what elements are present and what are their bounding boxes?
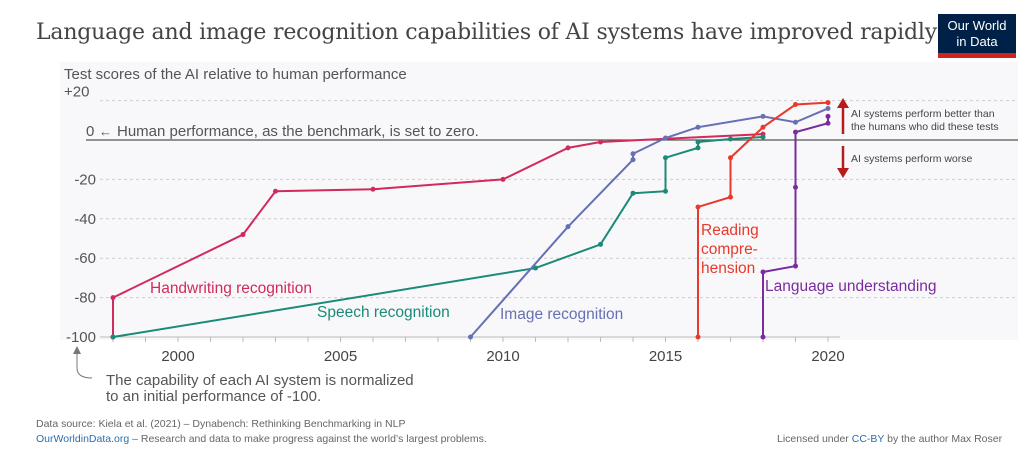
data-point xyxy=(825,105,831,111)
series-label: Language understanding xyxy=(765,278,937,295)
data-point xyxy=(760,124,766,130)
source-note: Data source: Kiela et al. (2021) – Dynab… xyxy=(36,418,406,430)
data-point xyxy=(760,334,766,340)
down-arrow-head xyxy=(837,168,849,178)
data-point xyxy=(760,113,766,119)
data-point xyxy=(630,151,636,157)
logo-bar xyxy=(938,53,1016,58)
data-point xyxy=(565,145,571,151)
owid-link[interactable]: OurWorldinData.org xyxy=(36,433,130,445)
x-tick-label: 2015 xyxy=(649,348,682,365)
data-point xyxy=(728,155,733,161)
data-point xyxy=(793,102,798,108)
data-point xyxy=(630,157,636,163)
y-tick-label: -60 xyxy=(74,250,96,267)
left-arrow-icon: ← xyxy=(99,124,112,139)
y-tick-label: -80 xyxy=(74,290,96,307)
series-label: Handwriting recognition xyxy=(150,280,312,297)
data-point xyxy=(793,129,798,135)
up-arrow-icon xyxy=(73,346,81,354)
data-point xyxy=(825,100,831,106)
data-point xyxy=(760,134,766,140)
data-point xyxy=(695,139,701,145)
logo-line-2: in Data xyxy=(956,34,998,49)
series-label: Speech recognition xyxy=(317,304,450,321)
data-point xyxy=(110,334,116,340)
data-point xyxy=(630,190,636,196)
data-point xyxy=(695,334,701,340)
x-tick-label: 2000 xyxy=(161,348,194,365)
y-tick-label: +20 xyxy=(64,84,89,101)
bottom-annotation: to an initial performance of -100. xyxy=(106,388,321,405)
logo-line-1: Our World xyxy=(947,18,1007,33)
series-line xyxy=(112,136,764,338)
bottom-annotation: The capability of each AI system is norm… xyxy=(106,372,414,389)
owid-logo[interactable]: Our World in Data xyxy=(938,14,1016,58)
better-annotation: the humans who did these tests xyxy=(851,121,999,133)
series-label: hension xyxy=(701,260,755,277)
data-point xyxy=(663,155,668,161)
license-note: Licensed under CC-BY by the author Max R… xyxy=(777,433,1002,445)
data-point xyxy=(695,145,701,151)
y-tick-label: -100 xyxy=(66,329,96,346)
chart-title: Language and image recognition capabilit… xyxy=(36,20,937,45)
data-point xyxy=(240,232,246,238)
data-point xyxy=(695,124,701,130)
x-tick-label: 2020 xyxy=(811,348,844,365)
data-point xyxy=(370,186,376,192)
y-axis-title: Test scores of the AI relative to human … xyxy=(64,66,407,83)
up-arrow-head xyxy=(837,98,849,108)
data-point xyxy=(663,188,668,194)
data-point xyxy=(273,188,278,194)
data-point xyxy=(565,224,571,230)
bottom-annotation-pointer xyxy=(76,350,93,379)
data-point xyxy=(760,269,766,275)
zero-annotation: Human performance, as the benchmark, is … xyxy=(117,123,479,140)
site-note: OurWorldinData.org – Research and data t… xyxy=(36,433,487,445)
data-point xyxy=(500,176,506,182)
series-label: Reading xyxy=(701,222,759,239)
data-point xyxy=(825,113,831,119)
plot-background xyxy=(60,62,1018,340)
license-pre: Licensed under xyxy=(777,433,852,445)
series-label: compre- xyxy=(701,241,758,258)
series-label: Image recognition xyxy=(500,306,623,323)
data-point xyxy=(533,265,538,271)
data-point xyxy=(825,120,831,126)
better-annotation: AI systems perform better than xyxy=(851,108,995,120)
data-point xyxy=(110,295,116,301)
data-point xyxy=(728,136,733,142)
data-point xyxy=(468,334,473,340)
x-tick-label: 2005 xyxy=(324,348,357,365)
data-point xyxy=(598,241,603,247)
mission-text: – Research and data to make progress aga… xyxy=(129,433,487,445)
data-point xyxy=(793,184,798,190)
y-tick-label: -20 xyxy=(74,171,96,188)
data-point xyxy=(695,204,701,210)
data-point xyxy=(793,263,798,269)
y-tick-label: -40 xyxy=(74,211,96,228)
license-post: by the author Max Roser xyxy=(884,433,1003,445)
x-tick-label: 2010 xyxy=(486,348,519,365)
data-point xyxy=(663,135,668,141)
data-point xyxy=(793,119,798,125)
data-point xyxy=(728,194,733,200)
y-tick-label: 0 xyxy=(86,123,94,140)
worse-annotation: AI systems perform worse xyxy=(851,153,973,165)
cc-by-link[interactable]: CC-BY xyxy=(851,433,885,445)
data-point xyxy=(598,139,603,145)
